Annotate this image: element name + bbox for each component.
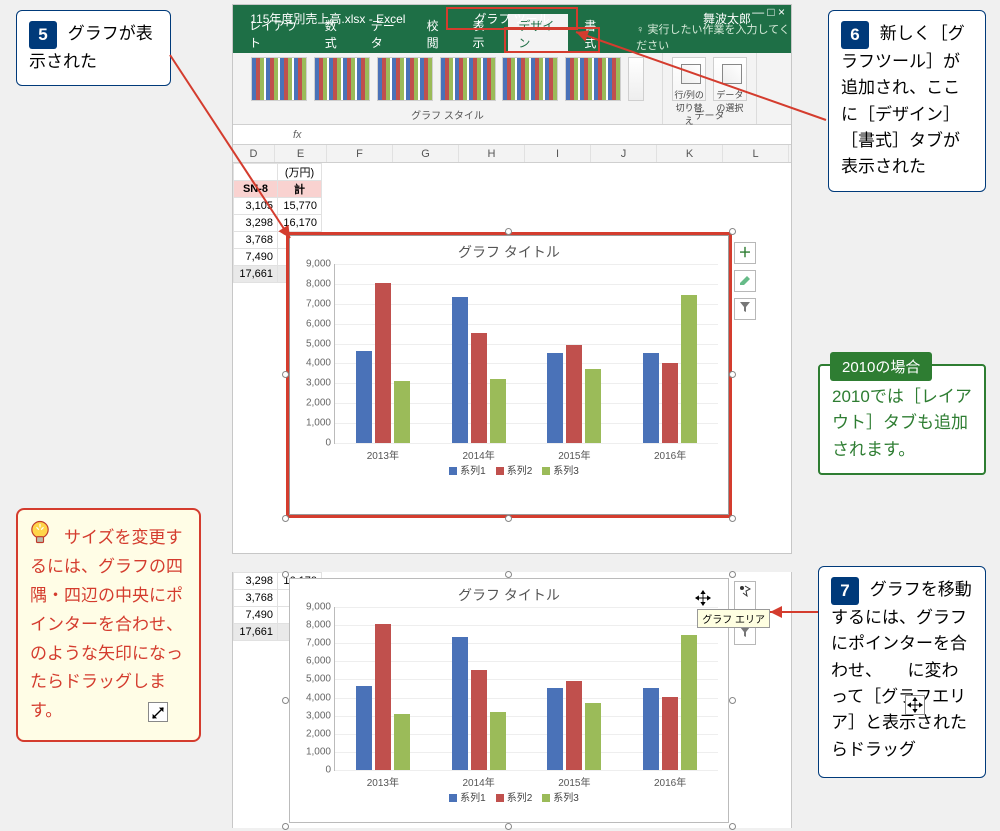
bar[interactable] bbox=[643, 688, 659, 770]
chart-area-tooltip: グラフ エリア bbox=[697, 609, 770, 628]
bar[interactable] bbox=[375, 283, 391, 443]
col-header[interactable]: G bbox=[393, 145, 459, 162]
chart-object[interactable]: グラフ タイトル 01,0002,0003,0004,0005,0006,000… bbox=[289, 578, 729, 823]
chart-style-more[interactable] bbox=[628, 57, 644, 101]
chart-plot-area[interactable]: 01,0002,0003,0004,0005,0006,0007,0008,00… bbox=[334, 607, 718, 771]
chart-side-buttons: ＋ bbox=[734, 242, 756, 320]
chart-object[interactable]: グラフ タイトル 01,0002,0003,0004,0005,0006,000… bbox=[289, 235, 729, 515]
chart-plot-area[interactable]: 01,0002,0003,0004,0005,0006,0007,0008,00… bbox=[334, 264, 718, 444]
chart-filters-button[interactable] bbox=[734, 298, 756, 320]
chart-style-thumb[interactable] bbox=[502, 57, 558, 101]
ribbon-tab-数式[interactable]: 数式 bbox=[315, 14, 355, 53]
bar[interactable] bbox=[394, 381, 410, 443]
bar[interactable] bbox=[585, 703, 601, 770]
chart-style-thumb[interactable] bbox=[377, 57, 433, 101]
chart-style-thumb[interactable] bbox=[440, 57, 496, 101]
bar[interactable] bbox=[356, 351, 372, 443]
chart-legend[interactable]: 系列1系列2系列3 bbox=[290, 462, 728, 477]
chart-tools-context-tab[interactable]: グラフ ツール bbox=[446, 7, 577, 30]
worksheet-grid[interactable]: (万円)SN-8計3,10515,7703,29816,1703,768157,… bbox=[233, 163, 791, 553]
tell-me[interactable]: ♀ 実行したい作業を入力してください bbox=[636, 21, 791, 53]
col-header[interactable]: F bbox=[327, 145, 393, 162]
bar[interactable] bbox=[394, 714, 410, 770]
col-header[interactable]: I bbox=[525, 145, 591, 162]
chart-style-thumb[interactable] bbox=[314, 57, 370, 101]
ribbon-tab-レイアウト[interactable]: レイアウト bbox=[239, 14, 309, 53]
bar[interactable] bbox=[566, 345, 582, 443]
chart-title[interactable]: グラフ タイトル bbox=[290, 585, 728, 605]
col-header[interactable]: D bbox=[233, 145, 275, 162]
col-header[interactable]: K bbox=[657, 145, 723, 162]
chart-elements-button[interactable]: ＋ bbox=[734, 242, 756, 264]
callout-6-number: 6 bbox=[841, 21, 869, 49]
move-cursor-icon bbox=[694, 589, 712, 610]
chart-legend[interactable]: 系列1系列2系列3 bbox=[290, 789, 728, 804]
chart-title[interactable]: グラフ タイトル bbox=[290, 242, 728, 262]
col-header[interactable]: E bbox=[275, 145, 327, 162]
callout-5: 5 グラフが表示された bbox=[16, 10, 171, 86]
window-controls[interactable]: ― □ × bbox=[752, 5, 785, 19]
col-header[interactable]: H bbox=[459, 145, 525, 162]
bar[interactable] bbox=[452, 297, 468, 443]
bar[interactable] bbox=[471, 670, 487, 770]
resize-cursor-inline-icon bbox=[148, 702, 168, 722]
bar[interactable] bbox=[681, 295, 697, 443]
callout-7-text: グラフを移動するには、グラフにポインターを合わせ、 に変わって［グラフエリア］と… bbox=[831, 580, 972, 759]
tip-resize: サイズを変更するには、グラフの四隅・四辺の中央にポインターを合わせ、 のような矢… bbox=[16, 508, 201, 742]
bar[interactable] bbox=[452, 637, 468, 770]
bar[interactable] bbox=[566, 681, 582, 770]
select-data-button[interactable]: データの選択 bbox=[713, 57, 747, 101]
note-2010-body: 2010では［レイアウト］タブも追加されます。 bbox=[820, 366, 984, 473]
ribbon-group-chart-styles: グラフ スタイル bbox=[233, 53, 663, 124]
move-cursor-inline-icon bbox=[905, 695, 925, 715]
ribbon-tab-データ[interactable]: データ bbox=[361, 14, 411, 53]
ribbon-group-data: 行/列の切り替え データの選択 データ bbox=[663, 53, 757, 124]
col-header[interactable]: L bbox=[723, 145, 789, 162]
callout-7: 7 グラフを移動するには、グラフにポインターを合わせ、 に変わって［グラフエリア… bbox=[818, 566, 986, 778]
lightbulb-icon bbox=[26, 518, 54, 546]
ribbon-group-label: グラフ スタイル bbox=[233, 107, 662, 122]
tip-resize-text: サイズを変更するには、グラフの四隅・四辺の中央にポインターを合わせ、 のような矢… bbox=[30, 528, 209, 720]
bar[interactable] bbox=[356, 686, 372, 770]
bar[interactable] bbox=[643, 353, 659, 443]
formula-bar[interactable]: fx bbox=[233, 125, 791, 145]
ribbon: グラフ スタイル 行/列の切り替え データの選択 データ bbox=[233, 53, 791, 125]
callout-7-number: 7 bbox=[831, 577, 859, 605]
chart-style-thumb[interactable] bbox=[251, 57, 307, 101]
bar[interactable] bbox=[662, 363, 678, 443]
col-header[interactable]: J bbox=[591, 145, 657, 162]
bar[interactable] bbox=[471, 333, 487, 443]
ribbon-tabs: レイアウト数式データ校閲表示デザイン書式♀ 実行したい作業を入力してください bbox=[233, 31, 791, 53]
excel-window-lower: 3,29816,1703,768157,4901517,6616 グラフ タイト… bbox=[232, 572, 792, 828]
note-2010: 2010の場合 2010では［レイアウト］タブも追加されます。 bbox=[818, 364, 986, 475]
ribbon-group-label: データ bbox=[663, 107, 756, 122]
callout-5-number: 5 bbox=[29, 21, 57, 49]
bar[interactable] bbox=[585, 369, 601, 443]
excel-window-upper: 115年度別売上高.xlsx - Excel グラフ ツール 舞波太郎 ― □ … bbox=[232, 4, 792, 554]
note-2010-title: 2010の場合 bbox=[830, 352, 932, 381]
bar[interactable] bbox=[375, 624, 391, 770]
column-headers: DEFGHIJKL bbox=[233, 145, 791, 163]
bar[interactable] bbox=[547, 353, 563, 443]
bar[interactable] bbox=[490, 379, 506, 443]
chart-style-thumb[interactable] bbox=[565, 57, 621, 101]
bar[interactable] bbox=[662, 697, 678, 770]
worksheet-grid[interactable]: 3,29816,1703,768157,4901517,6616 グラフ タイト… bbox=[233, 572, 791, 828]
bar[interactable] bbox=[681, 635, 697, 770]
bar[interactable] bbox=[490, 712, 506, 770]
chart-styles-button[interactable] bbox=[734, 270, 756, 292]
callout-6: 6 新しく［グラフツール］が追加され、ここに［デザイン］［書式］タブが表示された bbox=[828, 10, 986, 192]
switch-row-col-button[interactable]: 行/列の切り替え bbox=[672, 57, 706, 101]
fx-icon: fx bbox=[293, 129, 302, 141]
bar[interactable] bbox=[547, 688, 563, 770]
title-context: グラフ ツール bbox=[423, 7, 602, 30]
